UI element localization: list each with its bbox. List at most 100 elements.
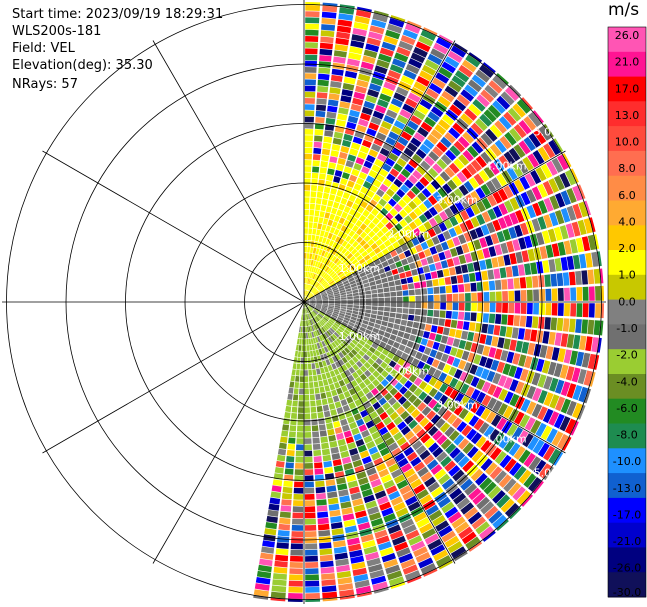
range-gate [396, 114, 409, 125]
range-gate [323, 339, 329, 346]
range-gate [307, 332, 311, 339]
range-gate [519, 176, 531, 190]
range-gate [331, 144, 341, 151]
range-gate [294, 382, 299, 388]
range-gate [335, 278, 341, 284]
range-gate [292, 518, 304, 525]
range-gate [403, 125, 416, 136]
range-gate [366, 246, 373, 254]
range-gate [385, 188, 395, 198]
range-gate [468, 487, 482, 501]
range-gate [452, 293, 459, 302]
range-gate [549, 195, 560, 210]
range-gate [402, 400, 412, 410]
range-gate [554, 379, 565, 394]
range-gate [316, 493, 327, 500]
range-gate [292, 512, 304, 519]
range-gate [419, 70, 433, 82]
range-gate [405, 326, 412, 334]
range-gate [448, 401, 459, 413]
range-gate [511, 426, 524, 441]
range-gate [353, 261, 361, 268]
range-gate [329, 327, 335, 333]
range-gate [530, 170, 542, 185]
colorbar-swatch [608, 349, 646, 375]
range-gate [575, 270, 582, 285]
range-gate [400, 184, 410, 194]
range-gate [458, 311, 465, 320]
range-gate [309, 319, 313, 326]
range-gate [587, 353, 597, 370]
range-gate [328, 403, 336, 410]
range-gate [443, 195, 454, 206]
range-gate [289, 562, 303, 568]
range-gate [546, 160, 558, 176]
range-gate [308, 319, 311, 326]
range-gate [494, 451, 507, 465]
range-gate [416, 517, 430, 529]
range-gate [437, 406, 448, 417]
range-gate [312, 350, 317, 357]
range-gate [394, 318, 401, 325]
range-gate [306, 320, 309, 326]
range-gate [411, 237, 420, 246]
range-gate [322, 237, 327, 244]
range-gate [430, 544, 446, 556]
range-gate [470, 216, 480, 228]
range-gate [470, 190, 481, 203]
range-gate [281, 493, 292, 500]
range-gate [533, 289, 539, 301]
range-gate [336, 338, 342, 345]
range-gate [480, 408, 491, 421]
range-gate [415, 41, 431, 53]
range-gate [428, 263, 436, 272]
range-gate [423, 454, 435, 466]
range-gate [309, 295, 314, 299]
range-gate [379, 47, 394, 57]
range-gate [383, 81, 397, 91]
range-gate [493, 325, 501, 336]
range-gate [597, 251, 602, 267]
range-gate [348, 230, 356, 238]
range-gate [315, 306, 321, 310]
range-gate [373, 350, 381, 357]
range-gate [354, 465, 365, 474]
range-gate [410, 185, 421, 196]
range-gate [327, 307, 334, 311]
range-gate [304, 191, 310, 197]
range-gate [519, 368, 529, 382]
range-gate [413, 81, 427, 93]
range-gate [412, 170, 423, 180]
range-gate [326, 422, 334, 430]
range-gate [352, 240, 359, 248]
range-gate [345, 354, 352, 361]
range-gate [472, 99, 486, 112]
range-gate [339, 595, 355, 600]
range-gate [365, 551, 380, 561]
range-gate [503, 254, 511, 266]
range-gate [351, 561, 366, 570]
range-gate [339, 310, 346, 315]
range-gate [475, 187, 486, 199]
range-gate [365, 305, 372, 310]
range-gate [336, 477, 346, 485]
range-gate [479, 237, 488, 248]
range-gate [353, 504, 366, 513]
range-gate [293, 357, 298, 363]
range-gate [394, 213, 403, 222]
colorbar-tick-label: 1.0 [618, 269, 636, 282]
range-gate [328, 503, 340, 511]
range-gate [372, 370, 380, 378]
range-gate [313, 456, 322, 463]
range-gate [346, 344, 353, 351]
range-gate [517, 328, 525, 340]
range-gate [365, 329, 372, 335]
range-gate [304, 512, 316, 519]
range-gate [313, 290, 319, 295]
range-gate [330, 446, 339, 454]
range-gate [304, 160, 312, 166]
colorbar-swatch [608, 250, 646, 276]
range-gate [332, 459, 342, 467]
range-gate [444, 249, 452, 259]
range-gate [497, 188, 508, 201]
